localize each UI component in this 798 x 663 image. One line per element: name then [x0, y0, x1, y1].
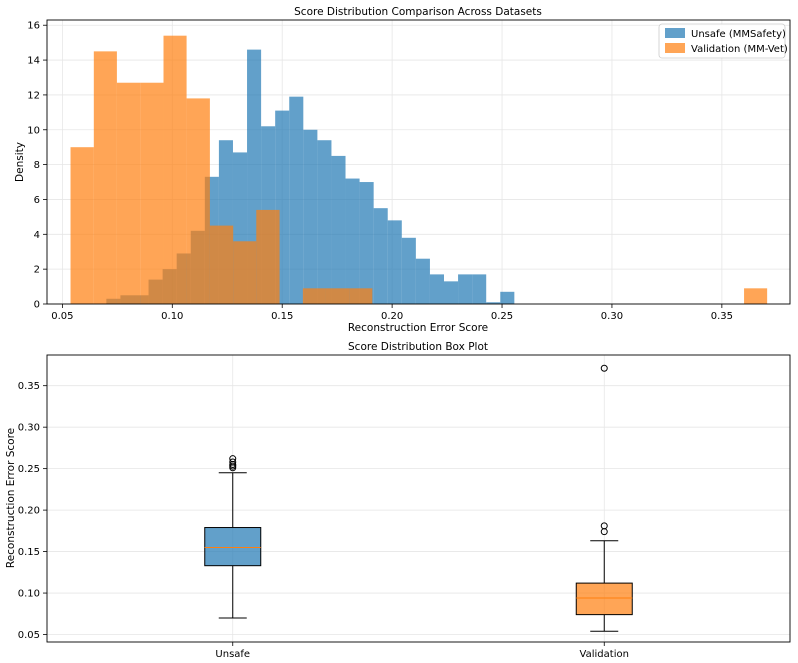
y-tick-label: 10: [27, 125, 40, 136]
histogram-bar: [373, 208, 388, 304]
x-tick-label: Validation: [580, 649, 629, 660]
histogram-x-ticks: 0.05 0.10 0.15 0.20 0.25 0.30 0.35: [51, 304, 733, 322]
histogram-y-axis-label: Density: [14, 142, 26, 182]
histogram-bar: [387, 220, 402, 304]
y-tick-label: 4: [34, 230, 40, 241]
boxplot-frame: [46, 354, 791, 643]
legend-label-validation: Validation (MM-Vet): [691, 44, 788, 55]
histogram-bar: [93, 51, 117, 304]
legend-swatch-unsafe: [665, 28, 685, 38]
y-tick-label: 0.15: [18, 547, 40, 558]
histogram-bar: [458, 274, 473, 304]
histogram-bar: [744, 288, 768, 304]
outlier-point: [229, 455, 237, 463]
histogram-bar: [302, 288, 326, 304]
histogram-bar: [429, 274, 444, 304]
histogram-bar: [325, 288, 350, 304]
legend-swatch-validation: [665, 43, 685, 53]
interquartile-box: [575, 582, 633, 616]
histogram-bar: [186, 98, 210, 304]
boxplot-title: Score Distribution Box Plot: [348, 341, 488, 353]
x-tick-label: 0.35: [711, 311, 733, 322]
y-tick-label: 0.20: [18, 506, 40, 517]
boxplot-gridlines: [47, 355, 790, 642]
histogram-bar: [345, 178, 360, 304]
histogram-frame: [46, 19, 791, 305]
x-tick-label: 0.20: [381, 311, 403, 322]
histogram-bar: [359, 182, 374, 304]
outlier-point: [600, 522, 608, 530]
y-tick-label: 8: [34, 160, 40, 171]
histogram-panel: Score Distribution Comparison Across Dat…: [14, 6, 791, 334]
y-tick-label: 0.35: [18, 381, 40, 392]
histogram-bar: [415, 258, 430, 304]
histogram-bar: [443, 281, 459, 304]
outlier-point: [600, 364, 608, 372]
histogram-bar: [233, 241, 257, 304]
y-tick-label: 0: [34, 300, 40, 311]
outlier-point: [229, 458, 237, 466]
y-tick-label: 16: [27, 21, 40, 32]
y-tick-label: 0.25: [18, 464, 40, 475]
histogram-series-validation: [70, 35, 768, 305]
y-tick-label: 0.05: [18, 630, 40, 641]
histogram-legend: Unsafe (MMSafety) Validation (MM-Vet): [658, 23, 788, 59]
histogram-bar: [486, 302, 501, 304]
x-tick-label: 0.25: [491, 311, 513, 322]
x-tick-label: 0.30: [601, 311, 623, 322]
histogram-y-ticks: 0 2 4 6 8 10 12 14 16: [27, 21, 47, 311]
histogram-bar: [331, 155, 346, 304]
histogram-x-axis-label: Reconstruction Error Score: [348, 322, 488, 334]
histogram-bar: [70, 147, 94, 304]
histogram-bar: [317, 140, 332, 304]
histogram-bar: [303, 129, 318, 304]
boxplot-boxes: [204, 364, 633, 632]
histogram-bar: [472, 274, 487, 304]
legend-label-unsafe: Unsafe (MMSafety): [691, 29, 786, 40]
y-tick-label: 6: [34, 195, 40, 206]
boxplot-x-ticks: Unsafe Validation: [215, 642, 629, 660]
x-tick-label: Unsafe: [215, 649, 250, 660]
x-tick-label: 0.15: [271, 311, 293, 322]
boxplot-y-axis-label: Reconstruction Error Score: [5, 428, 17, 568]
histogram-bar: [256, 209, 280, 304]
x-tick-label: 0.10: [161, 311, 183, 322]
histogram-bar: [289, 96, 304, 305]
interquartile-box: [204, 527, 262, 567]
histogram-bar: [401, 237, 416, 304]
y-tick-label: 12: [27, 90, 40, 101]
x-tick-label: 0.05: [51, 311, 73, 322]
legend-frame: [658, 23, 786, 59]
histogram-bar: [209, 225, 234, 304]
histogram-bar: [500, 291, 515, 304]
histogram-bar: [116, 82, 141, 304]
box-unsafe: [204, 455, 262, 619]
y-tick-label: 2: [34, 265, 40, 276]
boxplot-panel: Score Distribution Box Plot Unsafe Valida…: [5, 341, 791, 660]
box-validation: [575, 364, 633, 632]
histogram-bar: [163, 35, 187, 305]
y-tick-label: 0.30: [18, 423, 40, 434]
boxplot-y-ticks: 0.05 0.10 0.15 0.20 0.25 0.30 0.35: [18, 381, 47, 641]
y-tick-label: 14: [27, 56, 40, 67]
y-tick-label: 0.10: [18, 589, 40, 600]
histogram-title: Score Distribution Comparison Across Dat…: [294, 6, 542, 18]
histogram-bar: [349, 288, 373, 304]
histogram-bar: [140, 82, 164, 304]
